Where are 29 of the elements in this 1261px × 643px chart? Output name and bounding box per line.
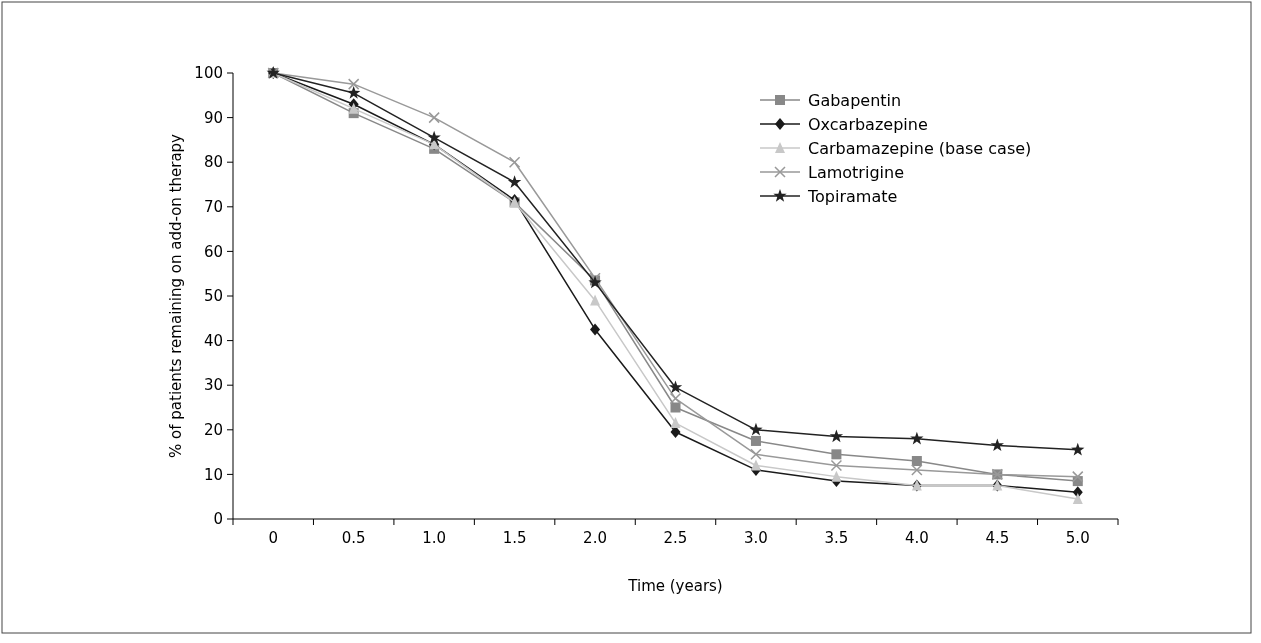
- y-tick-label: 40: [203, 331, 223, 350]
- y-tick-label: 0: [213, 510, 223, 529]
- legend-label: Topiramate: [807, 186, 898, 206]
- x-tick-label: 3.5: [824, 529, 849, 547]
- y-tick-label: 80: [203, 153, 223, 172]
- legend-label: Carbamazepine (base case): [808, 138, 1032, 158]
- legend-label: Lamotrigine: [808, 162, 904, 182]
- y-tick-label: 90: [203, 108, 223, 127]
- x-axis-title: Time (years): [627, 577, 723, 595]
- x-tick-label: 4.5: [985, 529, 1010, 547]
- x-tick-label: 2.5: [663, 529, 688, 547]
- x-tick-label: 0.5: [341, 529, 366, 547]
- x-tick-label: 4.0: [904, 529, 929, 547]
- x-tick-label: 2.0: [583, 529, 607, 547]
- x-tick-label: 1.5: [502, 529, 527, 547]
- y-tick-label: 20: [203, 421, 223, 440]
- x-tick-label: 0: [268, 529, 278, 547]
- y-tick-label: 10: [203, 465, 223, 484]
- y-tick-label: 30: [203, 376, 223, 395]
- x-tick-label: 3.0: [744, 529, 768, 547]
- x-tick-label: 1.0: [422, 529, 447, 547]
- legend-label: Oxcarbazepine: [808, 114, 928, 134]
- x-tick-label: 5.0: [1065, 529, 1090, 547]
- y-tick-label: 60: [203, 242, 223, 261]
- y-tick-label: 100: [194, 64, 223, 83]
- legend-label: Gabapentin: [808, 90, 902, 110]
- y-tick-label: 70: [203, 198, 223, 217]
- y-axis-title: % of patients remaining on add-on therapy: [167, 133, 185, 458]
- y-tick-label: 50: [203, 287, 223, 306]
